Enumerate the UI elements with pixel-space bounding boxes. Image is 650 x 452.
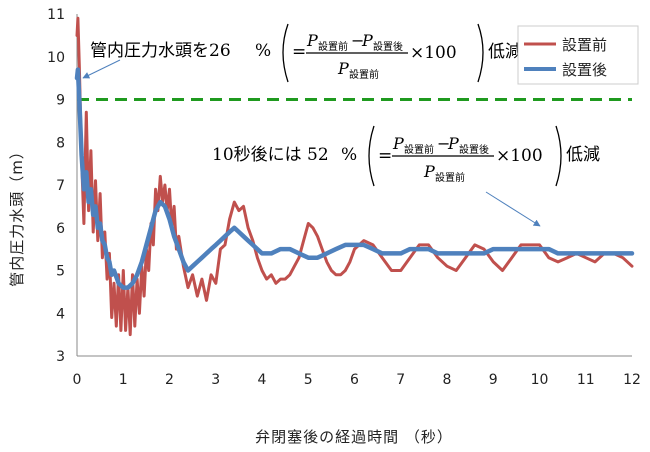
annotation-1-right-paren bbox=[477, 23, 484, 83]
annotation-1-p2: P bbox=[361, 31, 373, 50]
x-axis-title: 弁閉塞後の経過時間 （秒） bbox=[255, 428, 453, 446]
x-tick-label: 8 bbox=[443, 372, 452, 388]
annotation-1-p3: P bbox=[337, 59, 349, 78]
annotation-2-suffix: 低減 bbox=[566, 145, 600, 165]
annotation-2-arrow bbox=[485, 191, 541, 227]
annotation-2-p2: P bbox=[447, 134, 459, 153]
annotation-1-sub1: 設置前 bbox=[318, 40, 348, 53]
annotation-1-prefix: 管内圧力水頭を26 bbox=[90, 41, 231, 61]
x-tick-label: 2 bbox=[165, 372, 174, 388]
annotation-2-equals: = bbox=[378, 146, 392, 166]
x-ticks: 0 1 2 3 4 5 6 7 8 9 10 11 12 bbox=[73, 372, 641, 388]
legend-label-before: 設置前 bbox=[562, 36, 607, 54]
series-line-after bbox=[74, 67, 635, 290]
y-tick-label: 9 bbox=[56, 93, 65, 109]
x-tick-label: 9 bbox=[489, 372, 498, 388]
y-tick-label: 7 bbox=[56, 178, 65, 194]
x-tick-label: 10 bbox=[531, 372, 549, 388]
annotation-2-times: ×100 bbox=[496, 146, 543, 166]
y-tick-label: 10 bbox=[47, 50, 65, 66]
annotation-1-times: ×100 bbox=[410, 43, 457, 63]
annotation-2-percent: % bbox=[341, 145, 357, 165]
y-ticks: 3 4 5 6 7 8 9 10 11 bbox=[47, 7, 65, 365]
annotation-reduction-52: 10秒後には 52 % = P 設置前 − P 設置後 P 設置前 ×100 低… bbox=[212, 125, 600, 227]
x-tick-label: 6 bbox=[350, 372, 359, 388]
x-tick-label: 7 bbox=[396, 372, 405, 388]
x-tick-label: 12 bbox=[623, 372, 641, 388]
annotation-2-p1: P bbox=[392, 134, 404, 153]
annotation-1-equals: = bbox=[292, 42, 306, 62]
y-tick-label: 3 bbox=[56, 349, 65, 365]
annotation-1-sub3: 設置前 bbox=[349, 68, 379, 81]
annotation-2-minus: − bbox=[437, 134, 450, 153]
annotation-2-left-paren bbox=[368, 125, 375, 187]
annotation-1-p1: P bbox=[306, 31, 318, 50]
annotation-1-sub2: 設置後 bbox=[373, 40, 403, 53]
x-tick-label: 11 bbox=[577, 372, 595, 388]
x-tick-label: 0 bbox=[73, 372, 82, 388]
series-layer bbox=[74, 16, 635, 337]
annotation-2-sub3: 設置前 bbox=[435, 171, 465, 184]
y-tick-label: 6 bbox=[56, 221, 65, 237]
y-tick-label: 11 bbox=[47, 7, 65, 23]
annotation-1-suffix: 低減 bbox=[488, 42, 522, 62]
annotation-1-left-paren bbox=[282, 23, 289, 83]
annotation-2-sub2: 設置後 bbox=[459, 143, 489, 156]
legend: 設置前 設置後 bbox=[517, 25, 639, 85]
legend-label-after: 設置後 bbox=[562, 61, 607, 79]
annotation-1-percent: % bbox=[255, 41, 271, 61]
y-tick-label: 5 bbox=[56, 264, 65, 280]
annotation-2-sub1: 設置前 bbox=[404, 143, 434, 156]
x-tick-label: 3 bbox=[211, 372, 220, 388]
annotation-reduction-26: 管内圧力水頭を26 % = P 設置前 − P 設置後 P 設置前 ×100 低… bbox=[82, 23, 522, 83]
annotation-2-prefix: 10秒後には 52 bbox=[212, 145, 329, 165]
x-tick-label: 5 bbox=[304, 372, 313, 388]
annotation-2-right-paren bbox=[555, 125, 562, 187]
legend-box bbox=[517, 25, 639, 85]
annotation-1-arrow bbox=[82, 59, 121, 79]
annotation-2-p3: P bbox=[423, 162, 435, 181]
y-tick-label: 4 bbox=[56, 306, 65, 322]
y-tick-label: 8 bbox=[56, 135, 65, 151]
x-tick-label: 4 bbox=[258, 372, 267, 388]
annotation-1-minus: − bbox=[351, 31, 364, 50]
y-axis-title: 管内圧力水頭（m） bbox=[8, 143, 26, 287]
x-tick-label: 1 bbox=[119, 372, 128, 388]
